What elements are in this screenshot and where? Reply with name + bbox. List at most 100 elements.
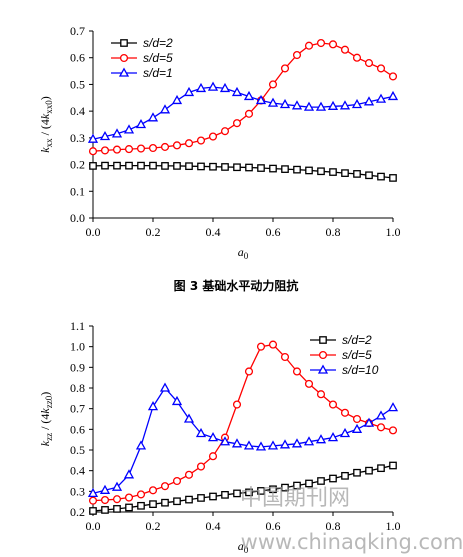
data-point	[243, 440, 255, 450]
data-point	[388, 72, 398, 81]
data-point	[232, 119, 242, 128]
y-tick-label: 0.3	[70, 484, 85, 498]
legend: s/d=2s/d=5s/d=1	[111, 36, 173, 80]
data-point	[135, 440, 147, 450]
series-s-d-2	[89, 161, 397, 182]
y-tick-label: 0.7	[70, 24, 85, 38]
data-point	[388, 426, 398, 435]
data-point	[87, 487, 99, 498]
data-point	[375, 93, 387, 103]
data-point	[315, 101, 327, 111]
data-point	[197, 162, 205, 171]
data-point	[101, 161, 109, 170]
data-point	[257, 164, 265, 172]
x-tick-label: 0.6	[266, 225, 281, 239]
data-point	[351, 98, 363, 109]
data-point	[328, 40, 338, 49]
data-point	[147, 401, 159, 411]
data-point	[352, 53, 362, 62]
series-s-d-1	[87, 81, 399, 143]
data-point	[340, 45, 350, 54]
data-point	[363, 96, 375, 106]
data-point	[99, 484, 111, 494]
data-point	[161, 498, 169, 507]
data-point	[329, 168, 337, 176]
data-point	[268, 80, 278, 89]
data-point	[231, 86, 243, 97]
data-point	[340, 408, 350, 417]
data-point	[172, 141, 182, 150]
data-point	[161, 162, 169, 170]
data-point	[389, 461, 397, 470]
y-tick-label: 0.4	[70, 104, 85, 118]
data-point	[376, 423, 386, 432]
data-point	[220, 127, 230, 136]
data-point	[101, 506, 109, 514]
data-point	[113, 161, 121, 170]
data-point	[387, 402, 399, 412]
data-point	[173, 497, 181, 506]
y-tick-label: 0.5	[70, 443, 85, 457]
data-point	[124, 145, 134, 154]
data-point	[353, 468, 361, 477]
legend-marker	[319, 336, 327, 344]
data-point	[363, 417, 375, 427]
legend-label: s/d=1	[143, 66, 173, 80]
figure-caption: 图 3 基础水平动力阻抗	[174, 278, 299, 293]
data-point	[269, 485, 277, 494]
data-point	[377, 172, 385, 181]
data-point	[112, 145, 122, 154]
x-axis-label: a0	[238, 539, 249, 555]
data-point	[291, 438, 303, 448]
data-point	[111, 481, 123, 491]
legend-label: s/d=10	[342, 363, 379, 377]
data-point	[219, 436, 231, 446]
data-point	[245, 488, 253, 497]
y-tick-label: 1.1	[70, 319, 85, 333]
data-point	[195, 82, 207, 93]
data-point	[87, 133, 99, 143]
y-tick-label: 0.9	[70, 360, 85, 374]
data-point	[207, 432, 219, 442]
data-point	[339, 427, 351, 438]
x-tick-label: 0.2	[146, 225, 161, 239]
legend-label: s/d=2	[342, 333, 372, 347]
data-point	[352, 414, 362, 424]
data-point	[88, 496, 98, 505]
data-point	[269, 164, 277, 173]
data-point	[316, 38, 326, 48]
data-point	[184, 470, 194, 479]
legend: s/d=2s/d=5s/d=10	[310, 333, 379, 377]
data-point	[233, 489, 241, 498]
y-tick-label: 0.3	[70, 131, 85, 145]
y-tick-label: 0.8	[70, 381, 85, 395]
data-point	[257, 487, 265, 495]
x-tick-label: 0.4	[206, 519, 221, 533]
data-point	[219, 82, 231, 93]
data-point	[171, 94, 183, 105]
data-point	[197, 494, 205, 502]
data-point	[316, 390, 326, 399]
data-point	[89, 162, 97, 170]
data-point	[125, 161, 133, 170]
data-point	[196, 136, 206, 145]
data-point	[292, 50, 302, 60]
data-point	[111, 128, 123, 138]
data-point	[291, 100, 303, 110]
data-point	[183, 86, 195, 97]
y-tick-label: 0.2	[70, 158, 85, 172]
data-point	[123, 469, 135, 479]
data-point	[100, 495, 110, 505]
data-point	[233, 163, 241, 172]
data-point	[244, 367, 254, 376]
data-point	[123, 124, 135, 134]
data-point	[125, 503, 133, 512]
data-point	[268, 340, 278, 349]
data-point	[292, 367, 302, 376]
series-line	[92, 42, 394, 152]
series-line	[92, 86, 394, 140]
data-point	[339, 100, 351, 110]
x-tick-label: 1.0	[386, 225, 401, 239]
data-point	[317, 167, 325, 176]
